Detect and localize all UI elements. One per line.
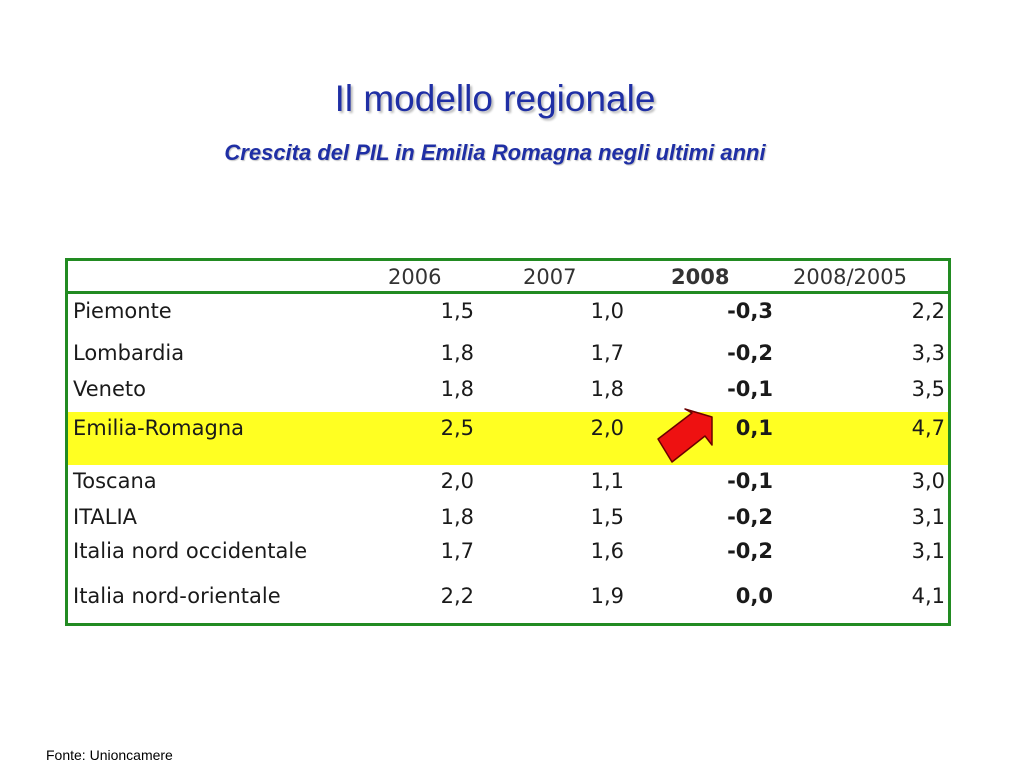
cell-2008-2005: 2,2 <box>911 299 945 323</box>
cell-2006: 2,5 <box>440 416 474 440</box>
cell-2006: 2,0 <box>440 469 474 493</box>
cell-2007: 1,8 <box>590 377 624 401</box>
cell-2006: 1,7 <box>440 539 474 563</box>
header-2008-2005: 2008/2005 <box>793 265 907 289</box>
header-2006: 2006 <box>388 265 442 289</box>
cell-2007: 1,7 <box>590 341 624 365</box>
cell-2008: -0,2 <box>727 539 773 563</box>
cell-2008: 0,0 <box>735 584 773 608</box>
row-label: Piemonte <box>73 299 172 323</box>
cell-2007: 2,0 <box>590 416 624 440</box>
table-header-row: 2006 2007 2008 2008/2005 <box>68 261 948 294</box>
row-label: Emilia-Romagna <box>73 416 245 440</box>
row-label: ITALIA <box>73 505 138 529</box>
row-label: Italia nord occidentale <box>73 539 308 563</box>
slide-subtitle: Crescita del PIL in Emilia Romagna negli… <box>224 140 766 165</box>
cell-2007: 1,6 <box>590 539 624 563</box>
cell-2006: 1,8 <box>440 377 474 401</box>
source-note: Fonte: Unioncamere <box>46 747 173 763</box>
row-label: Italia nord-orientale <box>73 584 281 608</box>
cell-2008-2005: 3,3 <box>911 341 945 365</box>
cell-2008-2005: 3,5 <box>911 377 945 401</box>
cell-2008: -0,2 <box>727 341 773 365</box>
cell-2008: -0,3 <box>727 299 773 323</box>
cell-2008-2005: 3,1 <box>911 505 945 529</box>
cell-2007: 1,9 <box>590 584 624 608</box>
highlight-emilia-romagna <box>68 412 948 465</box>
slide-title: Il modello regionale <box>334 78 656 119</box>
cell-2007: 1,0 <box>590 299 624 323</box>
cell-2006: 2,2 <box>440 584 474 608</box>
cell-2008: -0,2 <box>727 505 773 529</box>
gdp-growth-table: 2006 2007 2008 2008/2005 Piemonte 1,5 1,… <box>65 258 951 626</box>
cell-2007: 1,1 <box>590 469 624 493</box>
cell-2008-2005: 4,7 <box>911 416 945 440</box>
header-2008: 2008 <box>671 265 730 289</box>
cell-2008: -0,1 <box>727 377 773 401</box>
header-2007: 2007 <box>523 265 577 289</box>
cell-2006: 1,5 <box>440 299 474 323</box>
cell-2006: 1,8 <box>440 341 474 365</box>
row-label: Lombardia <box>73 341 185 365</box>
cell-2008-2005: 3,0 <box>911 469 945 493</box>
cell-2007: 1,5 <box>590 505 624 529</box>
row-label: Veneto <box>73 377 146 401</box>
cell-2006: 1,8 <box>440 505 474 529</box>
cell-2008: -0,1 <box>727 469 773 493</box>
cell-2008-2005: 4,1 <box>911 584 945 608</box>
red-arrow-icon <box>657 408 713 463</box>
cell-2008: 0,1 <box>735 416 773 440</box>
cell-2008-2005: 3,1 <box>911 539 945 563</box>
row-label: Toscana <box>73 469 157 493</box>
